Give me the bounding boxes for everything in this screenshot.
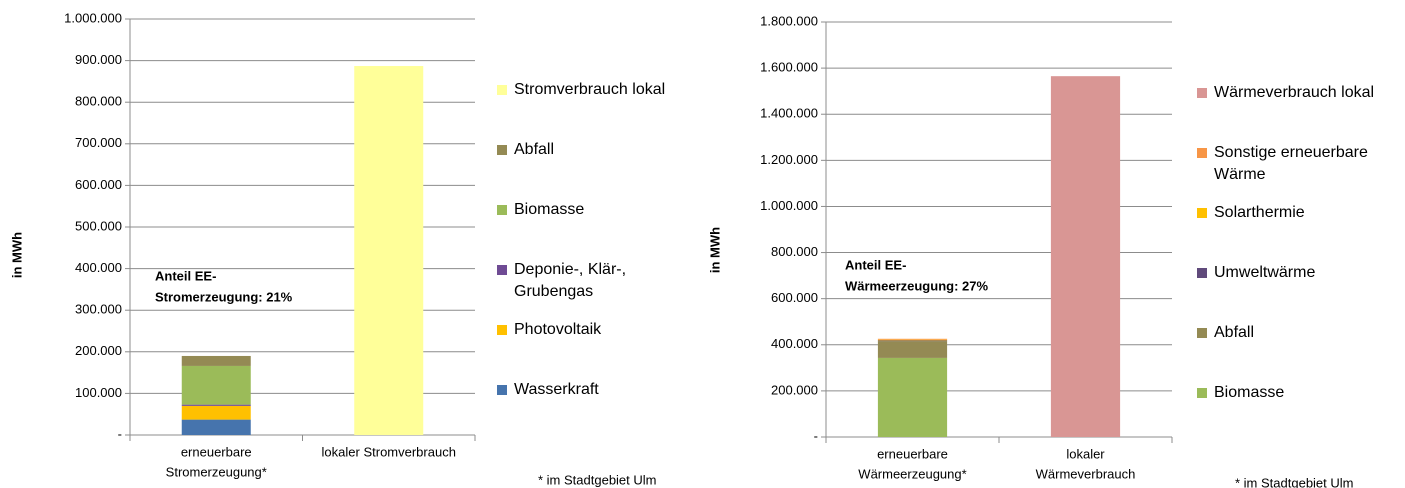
annotation: Wärmeerzeugung: 27% <box>845 278 988 293</box>
legend-swatch <box>1197 388 1207 398</box>
legend-label: Sonstige erneuerbare Wärme <box>1214 144 1368 183</box>
y-tick-label: 700.000 <box>75 135 122 150</box>
y-tick-label: 400.000 <box>771 336 818 351</box>
y-tick-label: 200.000 <box>75 343 122 358</box>
y-tick-label: 900.000 <box>75 52 122 67</box>
bar-segment <box>181 355 251 366</box>
x-tick-label: erneuerbare <box>877 446 948 461</box>
legend-swatch <box>497 205 507 215</box>
x-tick-label: Wärmeverbrauch <box>1036 466 1136 481</box>
legend-swatch <box>1197 148 1207 158</box>
legend-swatch <box>497 85 507 95</box>
x-tick-label: Wärmeerzeugung* <box>858 466 966 481</box>
bar-segment <box>1050 76 1121 438</box>
y-tick-label: 200.000 <box>771 382 818 397</box>
legend-swatch <box>497 145 507 155</box>
bar-segment <box>877 341 948 358</box>
bar-segment <box>181 404 251 406</box>
y-axis-label: in MWh <box>9 232 24 278</box>
y-tick-label: 800.000 <box>771 244 818 259</box>
x-tick-label: erneuerbare <box>181 444 252 459</box>
y-tick-label: 500.000 <box>75 218 122 233</box>
annotation: Stromerzeugung: 21% <box>155 289 293 304</box>
legend-swatch <box>497 265 507 275</box>
y-tick-label: 1.000.000 <box>760 198 818 213</box>
bar-segment <box>181 405 251 420</box>
y-tick-label: 300.000 <box>75 302 122 317</box>
bar-segment <box>877 339 948 341</box>
y-tick-label: 1.200.000 <box>760 152 818 167</box>
footnote: * im Stadtgebiet Ulm <box>538 472 657 487</box>
y-tick-label: 1.800.000 <box>760 13 818 28</box>
y-tick-label: 600.000 <box>75 177 122 192</box>
legend-label: Wärmeverbrauch lokal <box>1214 84 1375 101</box>
x-tick-label: lokaler Stromverbrauch <box>322 444 456 459</box>
y-tick-label: 1.600.000 <box>760 60 818 75</box>
bar-segment <box>877 357 948 437</box>
x-tick-label: Stromerzeugung* <box>166 464 267 479</box>
bar-segment <box>877 338 948 340</box>
y-axis-label: in MWh <box>707 227 722 273</box>
bar-segment <box>877 340 948 342</box>
y-tick-label: - <box>814 428 818 443</box>
bar-segment <box>354 66 424 436</box>
bar-segment <box>181 365 251 405</box>
legend-label: Umweltwärme <box>1214 264 1316 281</box>
legend-label: Abfall <box>1214 324 1255 341</box>
legend-swatch <box>1197 88 1207 98</box>
legend-label: Solarthermie <box>1214 204 1305 221</box>
annotation: Anteil EE- <box>155 268 216 283</box>
legend-swatch <box>1197 328 1207 338</box>
y-tick-label: - <box>118 426 122 441</box>
legend-label: Biomasse <box>1214 384 1285 401</box>
footnote: * im Stadtgebiet Ulm <box>1235 475 1354 488</box>
x-tick-label: lokaler <box>1066 446 1105 461</box>
legend-label: Deponie-, Klär-, Grubengas <box>514 261 627 300</box>
y-tick-label: 800.000 <box>75 94 122 109</box>
annotation: Anteil EE- <box>845 257 906 272</box>
legend-label: Abfall <box>514 141 555 158</box>
legend-label: Stromverbrauch lokal <box>514 81 666 98</box>
legend-label: Biomasse <box>514 201 585 218</box>
y-tick-label: 1.000.000 <box>64 10 122 25</box>
bar-segment <box>181 419 251 435</box>
legend-label: Wasserkraft <box>514 381 599 398</box>
legend-label: Photovoltaik <box>514 321 602 338</box>
legend-swatch <box>497 325 507 335</box>
y-tick-label: 100.000 <box>75 385 122 400</box>
y-tick-label: 1.400.000 <box>760 106 818 121</box>
legend-swatch <box>497 385 507 395</box>
y-tick-label: 600.000 <box>771 290 818 305</box>
legend-swatch <box>1197 268 1207 278</box>
y-tick-label: 400.000 <box>75 260 122 275</box>
legend-swatch <box>1197 208 1207 218</box>
